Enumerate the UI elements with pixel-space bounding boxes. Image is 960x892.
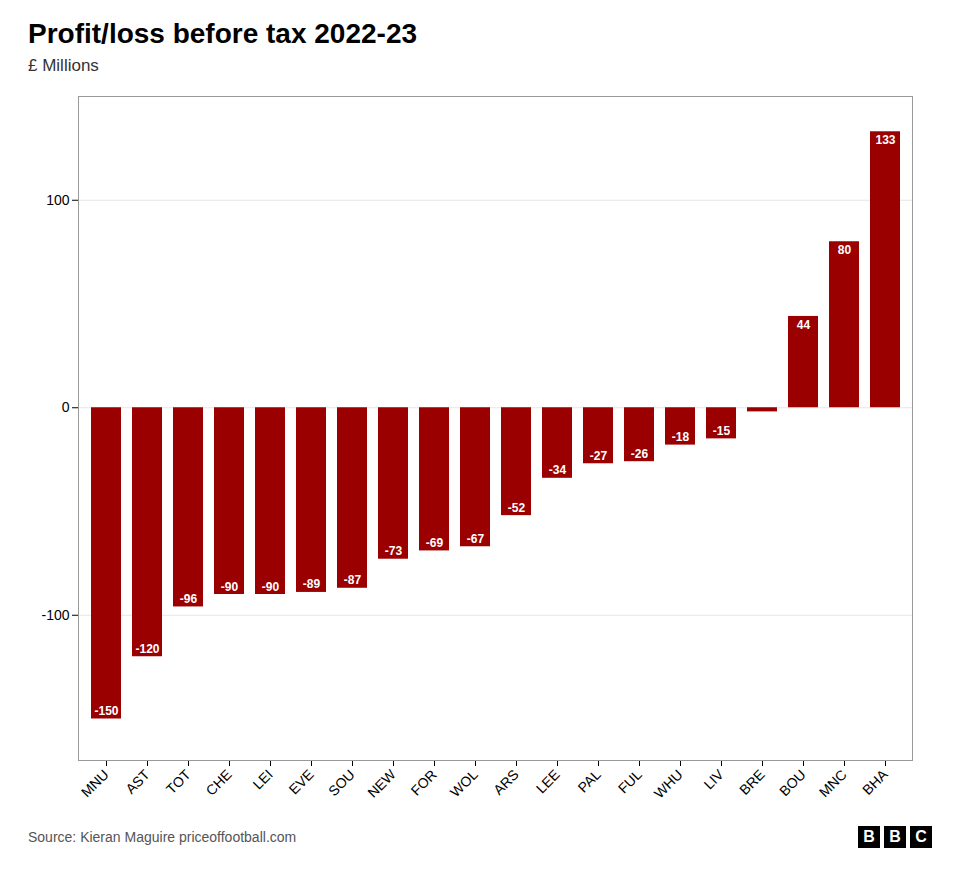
svg-text:-90: -90 [262,580,280,594]
svg-text:-34: -34 [549,463,567,477]
svg-text:LEE: LEE [533,766,563,796]
svg-text:-26: -26 [631,447,649,461]
svg-text:44: 44 [797,318,811,332]
svg-text:PAL: PAL [574,766,603,795]
svg-text:-69: -69 [426,536,444,550]
svg-text:-100: -100 [41,607,69,623]
svg-text:-96: -96 [180,592,198,606]
svg-text:BHA: BHA [859,766,891,798]
svg-text:SOU: SOU [325,766,358,799]
html-text:C: C [915,828,927,845]
svg-text:FOR: FOR [408,766,440,798]
svg-text:-27: -27 [590,449,608,463]
svg-text:WHU: WHU [651,766,686,801]
svg-text:0: 0 [62,399,70,415]
svg-text:MNC: MNC [816,766,850,800]
svg-text:BOU: BOU [776,766,809,799]
svg-text:100: 100 [46,192,70,208]
svg-text:-89: -89 [303,577,321,591]
svg-text:-87: -87 [344,573,362,587]
svg-text:EVE: EVE [286,766,317,797]
html-text:£ Millions: £ Millions [28,56,99,75]
svg-text:-73: -73 [385,544,403,558]
svg-text:LEI: LEI [250,766,276,792]
svg-text:TOT: TOT [163,766,194,797]
svg-text:-90: -90 [221,580,239,594]
html-text:B: B [889,828,901,845]
svg-text:LIV: LIV [701,766,728,793]
svg-text:-120: -120 [135,642,159,656]
svg-text:NEW: NEW [364,766,399,801]
html-text:Source: Kieran Maguire priceof: Source: Kieran Maguire priceoffootball.c… [28,829,297,845]
svg-text:133: 133 [875,133,895,147]
html-text:Profit/loss before tax 2022-23: Profit/loss before tax 2022-23 [28,18,417,49]
svg-text:-15: -15 [713,424,731,438]
svg-text:-67: -67 [467,532,485,546]
svg-text:-52: -52 [508,501,526,515]
svg-text:AST: AST [122,766,153,797]
svg-text:-150: -150 [94,704,118,718]
html-text:B: B [863,828,875,845]
svg-text:-18: -18 [672,430,690,444]
svg-text:WOL: WOL [447,766,481,800]
svg-text:80: 80 [838,243,852,257]
svg-text:CHE: CHE [203,766,235,798]
svg-text:MNU: MNU [78,766,112,800]
svg-text:ARS: ARS [490,766,522,798]
svg-text:FUL: FUL [615,766,645,796]
svg-text:BRE: BRE [736,766,768,798]
